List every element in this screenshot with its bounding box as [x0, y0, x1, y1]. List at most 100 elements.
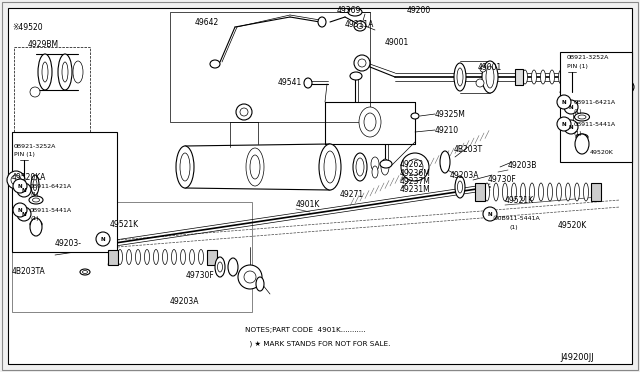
Ellipse shape: [576, 134, 588, 140]
Circle shape: [476, 79, 484, 87]
Ellipse shape: [575, 183, 579, 201]
Ellipse shape: [538, 183, 543, 201]
Ellipse shape: [577, 70, 582, 84]
Text: (1): (1): [30, 215, 38, 221]
Ellipse shape: [73, 61, 83, 83]
Bar: [12, 202, 252, 312]
Circle shape: [557, 95, 571, 109]
Text: 49520K: 49520K: [558, 221, 588, 230]
Bar: [515, 69, 523, 85]
Ellipse shape: [455, 176, 465, 198]
Ellipse shape: [529, 183, 534, 201]
Text: (1): (1): [510, 224, 518, 230]
Bar: [475, 183, 485, 201]
Ellipse shape: [210, 60, 220, 68]
Text: N: N: [22, 187, 26, 192]
Text: 49369: 49369: [337, 6, 362, 15]
Ellipse shape: [353, 153, 367, 181]
Text: ⑩0B911-5441A: ⑩0B911-5441A: [493, 215, 541, 221]
Text: 49231M: 49231M: [400, 185, 431, 193]
Text: 0B921-3252A: 0B921-3252A: [14, 144, 56, 148]
Ellipse shape: [575, 134, 589, 154]
Ellipse shape: [575, 113, 589, 121]
Ellipse shape: [493, 183, 499, 201]
Text: 0B911-5441A: 0B911-5441A: [574, 122, 616, 126]
Ellipse shape: [359, 107, 381, 137]
Text: 49001: 49001: [478, 62, 502, 71]
Circle shape: [480, 66, 486, 72]
Ellipse shape: [58, 54, 72, 90]
Text: N: N: [22, 212, 26, 217]
Ellipse shape: [568, 70, 573, 84]
Ellipse shape: [304, 78, 312, 88]
Text: 49237M: 49237M: [400, 176, 431, 186]
Ellipse shape: [411, 113, 419, 119]
Circle shape: [483, 207, 497, 221]
Text: N: N: [18, 183, 22, 189]
Circle shape: [354, 55, 370, 71]
Circle shape: [238, 265, 262, 289]
Ellipse shape: [30, 218, 42, 236]
Text: 49203A: 49203A: [170, 298, 200, 307]
Ellipse shape: [154, 250, 159, 264]
Text: 0B911-5441A: 0B911-5441A: [30, 208, 72, 212]
Circle shape: [622, 81, 634, 93]
Ellipse shape: [541, 70, 545, 84]
Ellipse shape: [531, 70, 536, 84]
Text: N: N: [569, 125, 573, 129]
Ellipse shape: [454, 63, 466, 91]
Bar: [170, 12, 370, 122]
Circle shape: [557, 117, 571, 131]
Text: 0B911-6421A: 0B911-6421A: [30, 183, 72, 189]
Ellipse shape: [557, 183, 561, 201]
Text: N: N: [100, 237, 106, 241]
Bar: [12, 132, 117, 252]
Ellipse shape: [176, 146, 194, 188]
Ellipse shape: [180, 250, 186, 264]
Circle shape: [17, 183, 31, 197]
Ellipse shape: [80, 269, 90, 275]
Ellipse shape: [502, 183, 508, 201]
Ellipse shape: [172, 250, 177, 264]
Ellipse shape: [319, 144, 341, 190]
Text: 49001: 49001: [385, 38, 409, 46]
Bar: [560, 52, 632, 162]
Text: PIN (1): PIN (1): [567, 64, 588, 68]
Circle shape: [236, 104, 252, 120]
Bar: [587, 69, 595, 85]
Text: 49642: 49642: [195, 17, 220, 26]
Ellipse shape: [189, 250, 195, 264]
Text: 4901K: 4901K: [296, 199, 321, 208]
Ellipse shape: [559, 70, 563, 84]
Text: NOTES;PART CODE  4901K...........: NOTES;PART CODE 4901K...........: [245, 327, 365, 333]
Text: 49203-: 49203-: [55, 240, 82, 248]
Ellipse shape: [522, 70, 527, 84]
Text: N: N: [562, 99, 566, 105]
Text: 49325M: 49325M: [435, 109, 466, 119]
Text: 49521K: 49521K: [110, 219, 139, 228]
Ellipse shape: [246, 148, 264, 186]
Circle shape: [7, 171, 25, 189]
Ellipse shape: [31, 175, 39, 195]
Text: N: N: [562, 122, 566, 126]
Ellipse shape: [136, 250, 141, 264]
Ellipse shape: [550, 70, 554, 84]
Ellipse shape: [482, 61, 498, 93]
Ellipse shape: [381, 159, 389, 175]
Text: 49203A: 49203A: [450, 170, 479, 180]
Text: ) ★ MARK STANDS FOR NOT FOR SALE.: ) ★ MARK STANDS FOR NOT FOR SALE.: [245, 341, 390, 347]
Text: 49271: 49271: [340, 189, 364, 199]
Text: 49520K: 49520K: [590, 150, 614, 154]
Ellipse shape: [520, 183, 525, 201]
Circle shape: [13, 179, 27, 193]
Circle shape: [17, 207, 31, 221]
Text: 49262: 49262: [400, 160, 424, 169]
Ellipse shape: [30, 221, 42, 228]
Text: 49200: 49200: [407, 6, 431, 15]
Text: (1): (1): [574, 109, 582, 113]
Ellipse shape: [372, 166, 378, 178]
Text: 49311A: 49311A: [345, 19, 374, 29]
Text: 49210: 49210: [435, 125, 459, 135]
Ellipse shape: [228, 258, 238, 276]
Ellipse shape: [29, 196, 43, 204]
